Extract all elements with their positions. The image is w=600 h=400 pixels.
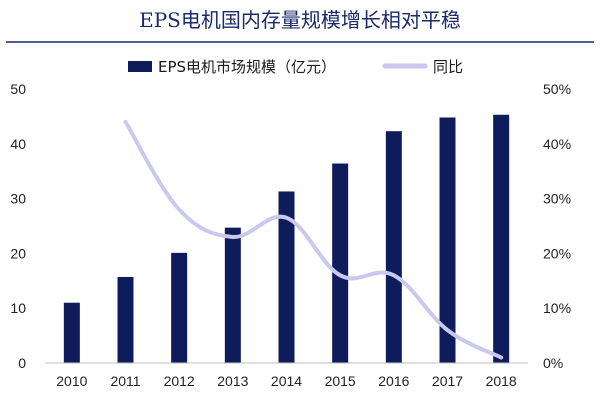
yoy-line	[123, 119, 504, 360]
x-tick-label: 2017	[432, 373, 463, 389]
legend-line-label: 同比	[433, 58, 463, 76]
bar	[171, 252, 188, 363]
x-tick-label: 2012	[164, 373, 195, 389]
legend: EPS电机市场规模（亿元） 同比	[128, 58, 463, 76]
right-tick-label: 0%	[543, 355, 563, 371]
legend-bar-swatch	[128, 61, 152, 72]
x-axis: 2010 2011 2012 2013 2014 2015 2016 2017 2018	[56, 373, 517, 389]
bar	[493, 114, 510, 363]
left-tick-label: 10	[10, 300, 26, 316]
left-tick-label: 50	[10, 81, 26, 97]
bar	[63, 302, 80, 363]
bar	[278, 191, 295, 363]
right-tick-label: 30%	[543, 191, 571, 207]
bar	[439, 117, 456, 363]
legend-bar-label: EPS电机市场规模（亿元）	[158, 58, 336, 76]
bar	[117, 276, 134, 363]
bar	[224, 227, 241, 363]
x-tick-label: 2010	[56, 373, 87, 389]
bar	[385, 131, 402, 363]
bar	[332, 163, 349, 363]
left-tick-label: 20	[10, 245, 26, 261]
x-tick-label: 2018	[486, 373, 517, 389]
left-tick-label: 40	[10, 136, 26, 152]
left-tick-label: 0	[18, 355, 26, 371]
left-tick-label: 30	[10, 191, 26, 207]
chart-title: EPS电机国内存量规模增长相对平稳	[139, 8, 461, 32]
right-tick-label: 50%	[543, 81, 571, 97]
x-tick-label: 2013	[217, 373, 248, 389]
x-tick-label: 2016	[378, 373, 409, 389]
right-tick-label: 10%	[543, 300, 571, 316]
left-axis: 0 10 20 30 40 50	[10, 81, 26, 371]
right-tick-label: 40%	[543, 136, 571, 152]
x-tick-label: 2011	[110, 373, 140, 389]
right-axis: 0% 10% 20% 30% 40% 50%	[543, 81, 571, 371]
x-tick-label: 2015	[325, 373, 356, 389]
right-tick-label: 20%	[543, 245, 571, 261]
bars	[63, 114, 510, 363]
x-tick-label: 2014	[271, 373, 302, 389]
